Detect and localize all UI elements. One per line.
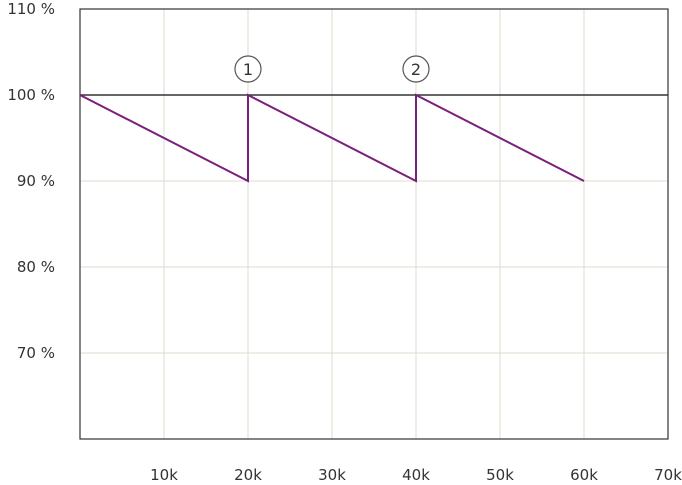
plot-frame [79, 8, 669, 440]
annotation-circle [402, 55, 430, 83]
x-tick-label: 10k [150, 466, 178, 484]
grid-lines [80, 9, 668, 439]
y-tick-label: 90 % [17, 172, 55, 190]
x-tick-label: 20k [234, 466, 262, 484]
x-tick-label: 70k [654, 466, 682, 484]
y-tick-label: 80 % [17, 258, 55, 276]
x-tick-label: 60k [570, 466, 598, 484]
x-tick-label: 50k [486, 466, 514, 484]
annotation-label: 2 [411, 60, 421, 79]
x-tick-label: 30k [318, 466, 346, 484]
y-tick-labels: 70 % 80 % 90 % 100 % 110 % [7, 0, 55, 362]
y-tick-label: 110 % [7, 0, 55, 18]
annotation-marker-2: 2 [402, 55, 430, 83]
series-line [79, 93, 585, 183]
annotation-marker-1: 1 [234, 55, 262, 83]
y-tick-label: 100 % [7, 86, 55, 104]
annotation-label: 1 [243, 60, 253, 79]
x-tick-label: 40k [402, 466, 430, 484]
y-tick-label: 70 % [17, 344, 55, 362]
annotation-circle [234, 55, 262, 83]
x-tick-labels: 10k 20k 30k 40k 50k 60k 70k [150, 466, 682, 484]
